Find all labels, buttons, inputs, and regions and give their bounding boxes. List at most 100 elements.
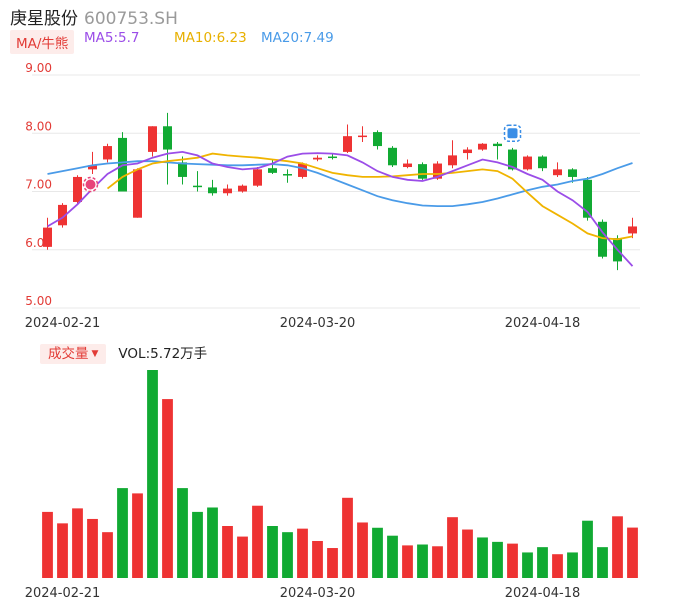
stock-code: 600753.SH <box>84 9 178 29</box>
volume-bar <box>102 532 113 578</box>
volume-bar <box>252 505 263 578</box>
candle <box>448 140 457 169</box>
ma5-line <box>47 150 634 267</box>
volume-bar <box>147 370 158 578</box>
candle-body <box>538 156 547 169</box>
volume-bar <box>162 399 173 578</box>
ma10-legend: MA10:6.23 <box>174 30 247 46</box>
candle-body <box>148 126 157 152</box>
candle-body <box>328 156 337 159</box>
volume-bar <box>492 541 503 578</box>
volume-bar <box>612 516 623 578</box>
candle <box>283 169 292 183</box>
candle <box>313 155 322 162</box>
volume-tab-label: 成交量 <box>48 346 89 362</box>
candle-body <box>208 187 217 194</box>
candle-body <box>103 146 112 160</box>
stock-name: 庚星股份 <box>10 9 78 29</box>
candlestick-chart: 9.008.007.006.005.00 2024-02-21 2024-03-2… <box>25 61 640 330</box>
candle <box>163 112 172 185</box>
volume-bar <box>207 507 218 578</box>
volume-bar <box>552 554 563 578</box>
volume-bar <box>312 540 323 578</box>
candle <box>388 146 397 168</box>
volume-bar <box>117 488 128 578</box>
candle <box>178 156 187 185</box>
candle-body <box>358 135 367 138</box>
candle <box>328 153 337 160</box>
volume-bar <box>72 508 83 578</box>
candle-body <box>133 169 142 218</box>
candle <box>478 143 487 151</box>
candle-body <box>223 188 232 194</box>
volume-legend: 成交量 ▼ VOL:5.72万手 <box>40 342 208 364</box>
volume-bar <box>357 522 368 578</box>
y-tick-label: 8.00 <box>25 119 52 133</box>
candle-body <box>403 163 412 168</box>
volume-bar <box>42 511 53 578</box>
candle-body <box>373 132 382 147</box>
x-tick-label: 2024-04-18 <box>505 586 581 601</box>
volume-bar <box>342 497 353 578</box>
candle-body <box>283 174 292 176</box>
volume-bar <box>222 526 233 578</box>
event-marker-icon[interactable] <box>82 176 99 193</box>
candle-body <box>478 143 487 150</box>
candle <box>463 147 472 160</box>
ma10-line <box>106 152 633 241</box>
volume-bar <box>237 536 248 578</box>
volume-bar <box>132 493 143 578</box>
candle <box>238 184 247 193</box>
candle-body <box>583 179 592 218</box>
candle-body <box>343 136 352 152</box>
ma-indicator-tab[interactable]: MA/牛熊 <box>10 30 75 54</box>
candle-body <box>268 168 277 173</box>
event-marker-icon[interactable] <box>503 124 522 142</box>
stock-header: 庚星股份 600753.SH <box>10 4 178 29</box>
candle-body <box>178 162 187 177</box>
x-tick-label: 2024-02-21 <box>25 586 101 601</box>
candle <box>493 141 502 160</box>
candle <box>193 171 202 192</box>
volume-value: VOL:5.72万手 <box>118 346 208 362</box>
volume-indicator-tab[interactable]: 成交量 ▼ <box>40 344 107 364</box>
candle <box>418 162 427 180</box>
candle <box>208 179 217 196</box>
volume-bar <box>297 528 308 578</box>
volume-bar <box>192 511 203 578</box>
volume-bar <box>597 547 608 578</box>
candle-body <box>553 169 562 176</box>
candle-body <box>493 143 502 147</box>
candle <box>133 168 142 218</box>
y-tick-label: 5.00 <box>25 294 52 308</box>
candle-body <box>73 176 82 202</box>
volume-bar <box>432 546 443 578</box>
caret-down-icon: ▼ <box>91 349 99 359</box>
candle-body <box>598 221 607 257</box>
candle <box>223 184 232 196</box>
volume-bar <box>522 552 533 578</box>
candle-body <box>313 157 322 160</box>
candle <box>73 175 82 205</box>
candle-body <box>298 163 307 177</box>
volume-bar <box>327 548 338 578</box>
volume-bar <box>582 520 593 578</box>
candle <box>268 159 277 175</box>
candle-body <box>568 169 577 177</box>
y-tick-label: 9.00 <box>25 61 52 75</box>
volume-bar <box>57 523 68 578</box>
candle-body <box>448 155 457 166</box>
candle <box>58 203 67 228</box>
volume-bar <box>387 535 398 578</box>
candle <box>298 162 307 179</box>
volume-bar <box>627 527 638 578</box>
candle <box>538 155 547 172</box>
candle <box>373 130 382 150</box>
candle <box>103 143 112 163</box>
volume-bar <box>447 517 458 578</box>
volume-bar <box>177 488 188 578</box>
volume-bar <box>462 529 473 578</box>
candle-body <box>238 185 247 192</box>
volume-bar <box>537 547 548 578</box>
x-tick-label: 2024-04-18 <box>505 316 581 330</box>
